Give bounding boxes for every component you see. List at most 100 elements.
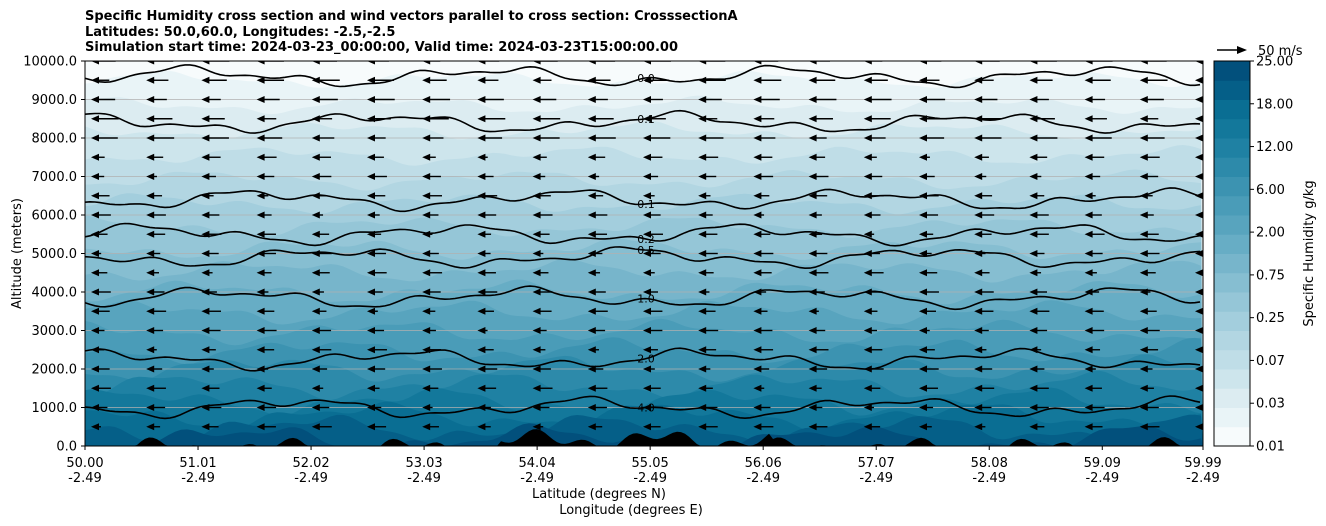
- wind-vector: [698, 96, 722, 103]
- wind-vector: [1139, 288, 1151, 296]
- wind-vector: [974, 192, 993, 200]
- colorbar-tick-label: 0.01: [1256, 440, 1285, 455]
- wind-vector: [1084, 230, 1105, 238]
- colorbar-tick-label: 0.25: [1256, 311, 1285, 326]
- wind-vector-head: [1195, 76, 1203, 84]
- wind-vector: [643, 173, 659, 180]
- wind-vector: [974, 384, 995, 392]
- wind-vector: [808, 96, 837, 103]
- wind-vector-head: [1029, 61, 1038, 65]
- wind-vector-head: [1195, 346, 1203, 354]
- wind-vector-head: [1029, 288, 1038, 296]
- wind-vector-head: [91, 96, 99, 103]
- wind-vector-head: [974, 76, 983, 84]
- wind-vector: [422, 307, 436, 315]
- wind-vector: [201, 250, 219, 257]
- wind-vector: [643, 423, 661, 431]
- wind-vector: [422, 384, 439, 392]
- wind-vector: [1029, 307, 1050, 315]
- wind-vector: [422, 76, 447, 84]
- wind-vector-head: [201, 173, 210, 180]
- wind-vector-head: [256, 269, 265, 277]
- wind-vector: [753, 327, 773, 334]
- wind-vector-head: [311, 211, 320, 219]
- wind-vector: [367, 76, 394, 84]
- wind-vector-head: [587, 134, 596, 142]
- wind-vector: [477, 365, 498, 373]
- wind-vector: [643, 269, 655, 277]
- wind-vector: [146, 96, 167, 103]
- wind-vector-head: [256, 346, 265, 354]
- wind-vector-head: [422, 327, 431, 334]
- wind-vector: [1139, 269, 1156, 277]
- wind-vector-head: [422, 134, 431, 142]
- wind-vector: [698, 115, 718, 123]
- wind-vector: [1029, 346, 1042, 354]
- wind-vector: [256, 327, 277, 334]
- x-tick-label-longitude: -2.49: [520, 471, 554, 486]
- wind-vector-head: [367, 153, 375, 161]
- wind-vector-head: [367, 115, 375, 123]
- wind-vector-head: [1084, 346, 1093, 354]
- wind-vector: [808, 153, 826, 161]
- wind-vector-head: [422, 404, 431, 411]
- wind-vector-head: [1195, 211, 1203, 219]
- wind-vector-head: [643, 153, 651, 161]
- wind-vector: [808, 346, 829, 354]
- wind-vector-head: [587, 230, 596, 238]
- wind-vector: [974, 153, 989, 161]
- wind-vector: [863, 61, 883, 65]
- wind-vector-head: [919, 384, 927, 392]
- x-tick-label-longitude: -2.49: [746, 471, 780, 486]
- wind-vector-head: [863, 192, 872, 200]
- wind-vector: [643, 115, 666, 123]
- wind-vector: [643, 404, 663, 411]
- wind-vector-head: [1139, 115, 1148, 123]
- wind-vector-head: [1029, 384, 1038, 392]
- colorbar-tick-label: 18.00: [1256, 97, 1293, 112]
- wind-vector-head: [863, 250, 872, 257]
- wind-vector: [1084, 327, 1105, 334]
- wind-vector: [919, 346, 935, 354]
- wind-vector-head: [532, 61, 541, 65]
- wind-vector-head: [1029, 96, 1038, 103]
- wind-vector-head: [643, 96, 651, 103]
- wind-vector: [808, 423, 828, 431]
- wind-vector: [1029, 173, 1042, 180]
- wind-vector: [1029, 211, 1049, 219]
- wind-vector: [311, 250, 332, 257]
- wind-vector-head: [753, 61, 762, 65]
- wind-vector-head: [367, 250, 375, 257]
- wind-vector-head: [863, 327, 872, 334]
- wind-vector: [1139, 230, 1159, 238]
- wind-vector-head: [146, 365, 155, 373]
- wind-vector-head: [91, 423, 99, 431]
- wind-vector: [698, 173, 717, 180]
- wind-vector-head: [532, 327, 541, 334]
- wind-vector: [422, 211, 439, 219]
- wind-vector: [643, 250, 661, 257]
- x-tick-label-longitude: -2.49: [633, 471, 667, 486]
- wind-vector: [698, 327, 719, 334]
- wind-vector: [91, 423, 101, 431]
- wind-vector-head: [146, 307, 155, 315]
- wind-vector-head: [1139, 269, 1148, 277]
- wind-vector: [808, 134, 827, 142]
- wind-vector-head: [422, 192, 431, 200]
- wind-vector-head: [532, 173, 541, 180]
- wind-vector: [1139, 365, 1153, 373]
- wind-vector: [1084, 404, 1105, 411]
- wind-vector-head: [587, 76, 596, 84]
- wind-vector-head: [863, 134, 872, 142]
- wind-vector: [91, 153, 105, 161]
- wind-vector-head: [91, 327, 99, 334]
- wind-vector: [367, 365, 386, 373]
- wind-vector-head: [1195, 134, 1203, 142]
- wind-vector-head: [808, 134, 817, 142]
- wind-vector: [532, 115, 561, 123]
- wind-vector-head: [1195, 365, 1203, 373]
- wind-vector-head: [367, 288, 375, 296]
- wind-vector-head: [477, 115, 486, 123]
- x-tick-label-longitude: -2.49: [181, 471, 215, 486]
- wind-vector-head: [1029, 346, 1038, 354]
